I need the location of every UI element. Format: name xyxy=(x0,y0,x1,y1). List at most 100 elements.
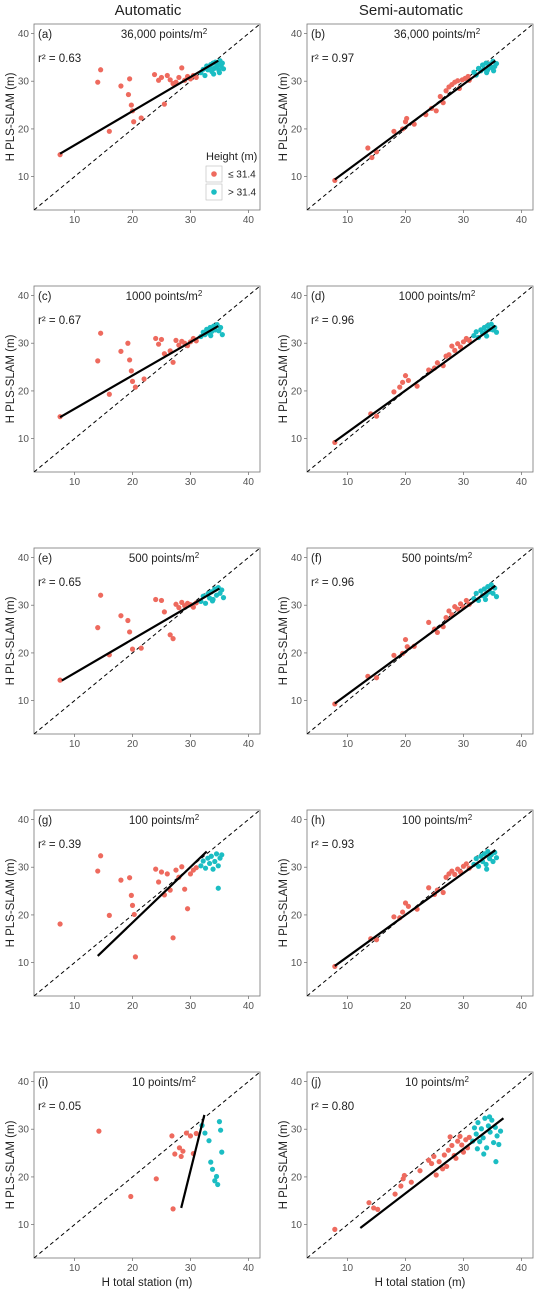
data-point-low xyxy=(441,1152,447,1158)
column-title-automatic: Automatic xyxy=(114,2,182,19)
legend: Height (m) ≤ 31.4 > 31.4 xyxy=(205,151,257,201)
y-tick-label: 40 xyxy=(291,815,303,826)
data-point-high xyxy=(485,1123,491,1129)
plot-area xyxy=(306,1071,534,1259)
x-tick-label: 30 xyxy=(458,1263,470,1274)
data-point-high xyxy=(210,866,216,872)
panel-f: 10 20 30 40 10 20 30 40 H PLS-SLAM (m) (f) 500 poi… xyxy=(278,547,534,750)
data-point-high xyxy=(219,60,225,66)
panel-label: (h) xyxy=(311,815,325,827)
data-point-low xyxy=(173,79,179,85)
x-tick-label: 10 xyxy=(69,215,81,226)
data-point-high xyxy=(206,860,213,867)
x-tick-label: 20 xyxy=(400,477,412,488)
data-point-high xyxy=(220,595,227,601)
y-tick-label: 40 xyxy=(18,291,30,302)
data-point-low xyxy=(167,77,173,83)
data-point-high xyxy=(214,322,220,328)
data-point-low xyxy=(138,645,144,651)
data-point-high xyxy=(493,60,500,67)
data-point-high xyxy=(475,863,482,869)
data-point-high xyxy=(488,582,494,588)
data-point-low xyxy=(408,1179,414,1185)
data-point-low xyxy=(179,864,185,870)
data-point-low xyxy=(404,115,410,122)
data-point-high xyxy=(213,1173,220,1180)
y-tick-label: 30 xyxy=(291,77,303,88)
data-point-low xyxy=(440,1166,446,1172)
plot-content xyxy=(307,24,533,210)
data-point-low xyxy=(129,378,136,384)
y-tick-label: 10 xyxy=(18,958,30,969)
data-point-low xyxy=(106,128,112,134)
data-point-low xyxy=(164,72,170,79)
panel-label: (b) xyxy=(311,29,325,41)
data-point-high xyxy=(219,1149,225,1155)
y-axis-label: H PLS-SLAM (m) xyxy=(278,596,290,685)
data-point-low xyxy=(98,330,104,336)
x-tick-label: 20 xyxy=(127,739,139,750)
data-point-low xyxy=(187,871,194,877)
y-tick-label: 20 xyxy=(291,1172,303,1183)
panel-label: (e) xyxy=(38,553,52,565)
data-point-low xyxy=(155,341,162,347)
data-point-low xyxy=(373,937,380,943)
data-point-low xyxy=(449,1142,455,1149)
plot-content xyxy=(307,548,533,734)
data-point-low xyxy=(463,861,469,867)
data-point-low xyxy=(170,636,176,642)
data-point-low xyxy=(332,1226,338,1232)
data-point-high xyxy=(484,1145,490,1151)
y-tick-label: 40 xyxy=(18,553,30,564)
data-point-low xyxy=(433,1172,439,1178)
data-point-low xyxy=(446,608,452,614)
data-point-low xyxy=(193,74,199,81)
r-squared-label: r² = 0.63 xyxy=(38,53,81,65)
data-point-high xyxy=(202,600,209,606)
x-tick-label: 40 xyxy=(516,739,528,750)
data-point-high xyxy=(208,333,214,339)
legend-swatch xyxy=(211,189,217,195)
x-tick-label: 20 xyxy=(400,739,412,750)
legend-swatch xyxy=(211,171,217,177)
x-tick-label: 10 xyxy=(342,477,354,488)
data-point-low xyxy=(128,368,134,374)
y-tick-label: 10 xyxy=(291,958,303,969)
data-point-low xyxy=(178,1153,184,1160)
panel-b: 10 20 30 40 10 20 30 40 H PLS-SLAM (m) (b) 36,000 … xyxy=(278,23,534,226)
data-point-low xyxy=(167,632,173,638)
y-axis-label: H PLS-SLAM (m) xyxy=(5,1120,17,1209)
x-tick-label: 30 xyxy=(185,1001,197,1012)
x-tick-label: 20 xyxy=(400,215,412,226)
data-point-low xyxy=(391,389,397,395)
panel-d: 10 20 30 40 10 20 30 40 H PLS-SLAM (m) (d) 1000 po… xyxy=(278,285,534,488)
data-point-low xyxy=(365,145,371,151)
y-tick-label: 10 xyxy=(291,434,303,445)
data-point-low xyxy=(127,76,133,82)
x-tick-label: 20 xyxy=(400,1263,412,1274)
panel-label: (j) xyxy=(311,1077,321,1089)
data-point-low xyxy=(184,906,191,912)
x-tick-label: 10 xyxy=(342,215,354,226)
y-axis-label: H PLS-SLAM (m) xyxy=(278,334,290,423)
data-point-low xyxy=(190,604,196,610)
data-point-low xyxy=(400,909,406,915)
regression-line xyxy=(334,324,496,443)
data-point-high xyxy=(473,856,479,862)
x-tick-label: 40 xyxy=(516,1263,528,1274)
data-point-high xyxy=(198,863,204,869)
data-point-low xyxy=(158,336,165,343)
data-point-low xyxy=(437,93,443,100)
data-point-low xyxy=(400,379,406,385)
data-point-high xyxy=(484,333,490,339)
data-point-low xyxy=(164,871,170,877)
density-label: 1000 points/m2 xyxy=(399,289,476,303)
y-tick-label: 30 xyxy=(18,339,30,350)
y-axis-label: H PLS-SLAM (m) xyxy=(278,1120,290,1209)
data-point-high xyxy=(200,858,206,864)
legend-label: > 31.4 xyxy=(228,188,257,199)
data-point-high xyxy=(493,329,500,335)
data-point-low xyxy=(170,935,176,941)
data-point-low xyxy=(129,902,136,908)
